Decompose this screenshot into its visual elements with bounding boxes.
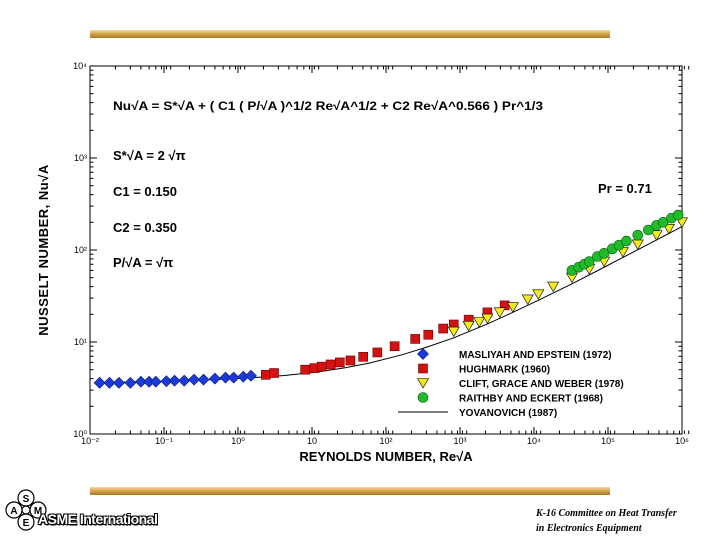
diamond-data-point: [188, 373, 200, 386]
x-tick-label: 10: [307, 436, 317, 446]
prandtl-label: Pr = 0.71: [598, 181, 652, 196]
square-data-point: [261, 370, 271, 380]
y-tick-label: 10⁰: [73, 429, 87, 439]
x-tick-label: 10³: [453, 436, 466, 446]
circle-data-point: [632, 229, 644, 241]
x-tick-label: 10⁶: [675, 436, 689, 446]
legend-entry-label: HUGHMARK (1960): [459, 365, 550, 376]
square-data-point: [372, 347, 383, 358]
diamond-data-point: [227, 371, 240, 384]
triangle-down-data-point: [462, 320, 475, 332]
legend-entry-label: RAITHBY AND ECKERT (1968): [459, 394, 603, 405]
diamond-data-point: [208, 372, 221, 385]
square-data-point: [345, 355, 356, 366]
square-data-point: [335, 357, 345, 368]
diamond-data-point: [245, 369, 257, 382]
legend-entry-label: MASLIYAH AND EPSTEIN (1972): [459, 350, 612, 361]
equation-s-star: S*√A = 2 √π: [113, 148, 186, 163]
legend-triangle-down-symbol: [416, 378, 430, 389]
equation-c2: C2 = 0.350: [113, 220, 177, 235]
square-data-point: [316, 361, 327, 372]
bottom-decorative-bar: [90, 487, 610, 495]
diamond-data-point: [149, 375, 162, 388]
circle-data-point: [621, 235, 632, 247]
legend-entry-label: CLIFT, GRACE AND WEBER (1978): [459, 379, 624, 390]
legend-circle-symbol: [417, 392, 429, 403]
y-tick-label: 10¹: [74, 337, 87, 347]
svg-text:A: A: [10, 506, 17, 517]
x-tick-label: 10⁻²: [81, 436, 99, 446]
square-data-point: [423, 329, 434, 340]
circle-data-point: [672, 209, 684, 221]
square-data-point: [300, 364, 310, 375]
svg-text:S: S: [23, 494, 30, 505]
equation-p-ratio: P/√A = √π: [113, 255, 173, 270]
asme-logo-icon: S A M E: [5, 489, 47, 531]
triangle-down-data-point: [521, 294, 534, 306]
asme-logo-text: ASME International: [38, 511, 158, 527]
circle-data-point: [643, 224, 654, 236]
svg-text:E: E: [23, 518, 30, 529]
y-tick-label: 10³: [74, 153, 87, 163]
triangle-down-data-point: [506, 302, 519, 313]
committee-note-line-1: K-16 Committee on Heat Transfer: [536, 508, 677, 519]
top-decorative-bar: [90, 30, 610, 38]
diamond-data-point: [219, 371, 232, 384]
triangle-down-data-point: [447, 326, 460, 338]
diamond-data-point: [93, 376, 106, 389]
diamond-data-point: [178, 374, 191, 387]
svg-text:M: M: [34, 506, 42, 517]
legend-diamond-symbol: [417, 348, 429, 360]
x-tick-label: 10⁻¹: [155, 436, 173, 446]
equation-main: Nu√A = S*√A + ( C1 ( P/√A )^1/2 Re√A^1/2…: [113, 99, 543, 113]
committee-note-line-2: in Electronics Equipment: [536, 523, 642, 534]
diamond-data-point: [124, 376, 137, 389]
circle-data-point: [598, 248, 610, 259]
square-data-point: [358, 352, 369, 362]
square-data-point: [410, 334, 420, 344]
diamond-data-point: [197, 373, 210, 386]
square-data-point: [389, 341, 400, 352]
legend-entry-label: YOVANOVICH (1987): [459, 408, 557, 419]
y-axis-title: NUSSELT NUMBER, Nu√A: [36, 164, 51, 336]
circle-data-point: [583, 256, 595, 267]
x-axis-title: REYNOLDS NUMBER, Re√A: [299, 449, 473, 464]
equation-c1: C1 = 0.150: [113, 184, 177, 199]
y-tick-label: 10²: [74, 245, 87, 255]
x-tick-label: 10⁵: [601, 436, 615, 446]
x-tick-label: 10²: [379, 436, 392, 446]
diamond-data-point: [103, 376, 116, 389]
triangle-down-data-point: [493, 307, 506, 318]
x-tick-label: 10⁰: [231, 436, 245, 446]
triangle-down-data-point: [481, 313, 494, 325]
triangle-down-data-point: [532, 289, 545, 300]
diamond-data-point: [168, 374, 181, 387]
square-data-point: [325, 359, 336, 370]
diamond-data-point: [113, 376, 125, 389]
triangle-down-data-point: [547, 281, 560, 293]
legend-square-symbol: [418, 363, 428, 374]
square-data-point: [438, 323, 448, 334]
y-tick-label: 10⁴: [73, 61, 87, 71]
x-tick-label: 10⁴: [527, 436, 541, 446]
triangle-down-data-point: [473, 317, 486, 328]
diamond-data-point: [134, 375, 147, 388]
square-data-point: [269, 368, 279, 378]
